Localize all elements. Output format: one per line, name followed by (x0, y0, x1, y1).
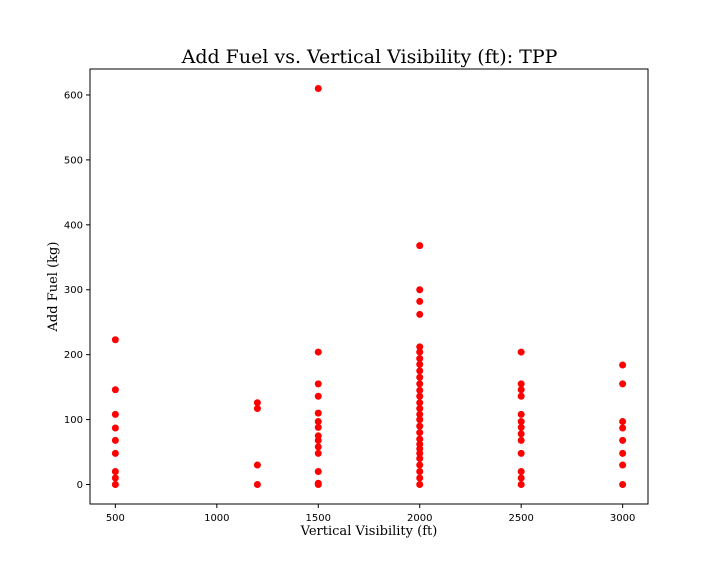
data-point (111, 424, 119, 432)
y-tick-label: 100 (64, 415, 83, 426)
data-point (111, 474, 119, 482)
data-point (416, 449, 424, 457)
data-point (253, 461, 261, 469)
data-point (416, 416, 424, 424)
plot-area (89, 68, 649, 505)
data-point (619, 481, 627, 489)
x-tick-label: 500 (106, 513, 125, 524)
y-tick-label: 200 (64, 350, 83, 361)
data-point (619, 461, 627, 469)
data-point (253, 481, 261, 489)
data-point (416, 355, 424, 363)
data-point (314, 84, 322, 92)
data-point (314, 423, 322, 431)
data-point (517, 436, 525, 444)
data-point (416, 380, 424, 388)
x-tick-label: 3000 (610, 513, 635, 524)
data-point (416, 348, 424, 356)
data-point (416, 410, 424, 418)
data-point (416, 474, 424, 482)
data-point (314, 418, 322, 426)
y-axis: 0 100 200 300 400 500 600 (64, 90, 90, 491)
data-point (416, 429, 424, 437)
data-point (314, 481, 322, 489)
data-point (517, 449, 525, 457)
data-point (416, 367, 424, 375)
data-point (111, 410, 119, 418)
data-point (416, 399, 424, 407)
data-point (314, 409, 322, 417)
data-point (517, 392, 525, 400)
data-point (416, 242, 424, 250)
x-axis-label: Vertical Visibility (ft) (300, 524, 438, 539)
data-point (314, 443, 322, 451)
data-point (416, 422, 424, 430)
y-tick-label: 0 (77, 480, 83, 491)
data-point (619, 449, 627, 457)
data-point (416, 435, 424, 443)
data-point (619, 380, 627, 388)
data-point (416, 373, 424, 381)
data-point (416, 392, 424, 400)
data-point (416, 286, 424, 294)
x-tick-label: 1500 (306, 513, 331, 524)
data-point (111, 336, 119, 344)
data-point (111, 386, 119, 394)
data-point (111, 481, 119, 489)
data-point (416, 468, 424, 476)
data-point (314, 380, 322, 388)
chart-title: Add Fuel vs. Vertical Visibility (ft): T… (181, 46, 558, 68)
data-point (416, 481, 424, 489)
data-point (314, 436, 322, 444)
data-point (416, 386, 424, 394)
data-point (416, 343, 424, 351)
data-point (416, 297, 424, 305)
data-point (314, 449, 322, 457)
y-tick-label: 400 (64, 220, 83, 231)
x-tick-label: 2000 (407, 513, 432, 524)
data-point (619, 436, 627, 444)
data-point (517, 423, 525, 431)
x-tick-label: 1000 (204, 513, 229, 524)
x-axis: 500 1000 1500 2000 2500 3000 (106, 504, 635, 524)
data-point (517, 481, 525, 489)
y-tick-label: 500 (64, 155, 83, 166)
data-point (416, 405, 424, 413)
data-point (416, 455, 424, 463)
y-tick-label: 300 (64, 285, 83, 296)
data-point (314, 392, 322, 400)
data-point (416, 461, 424, 469)
data-point (416, 360, 424, 368)
data-point (517, 468, 525, 476)
data-point (253, 399, 261, 407)
data-point (314, 348, 322, 356)
y-axis-label: Add Fuel (kg) (46, 242, 61, 333)
data-points (111, 84, 627, 489)
data-point (314, 468, 322, 476)
data-point (517, 380, 525, 388)
y-tick-label: 600 (64, 90, 83, 101)
data-point (517, 386, 525, 394)
data-point (517, 418, 525, 426)
data-point (517, 410, 525, 418)
data-point (517, 348, 525, 356)
data-point (619, 361, 627, 369)
data-point (111, 468, 119, 476)
data-point (619, 424, 627, 432)
data-point (111, 449, 119, 457)
data-point (111, 436, 119, 444)
data-point (517, 430, 525, 438)
data-point (619, 418, 627, 426)
x-tick-label: 2500 (508, 513, 533, 524)
data-point (416, 310, 424, 318)
data-point (517, 474, 525, 482)
data-point (253, 405, 261, 413)
